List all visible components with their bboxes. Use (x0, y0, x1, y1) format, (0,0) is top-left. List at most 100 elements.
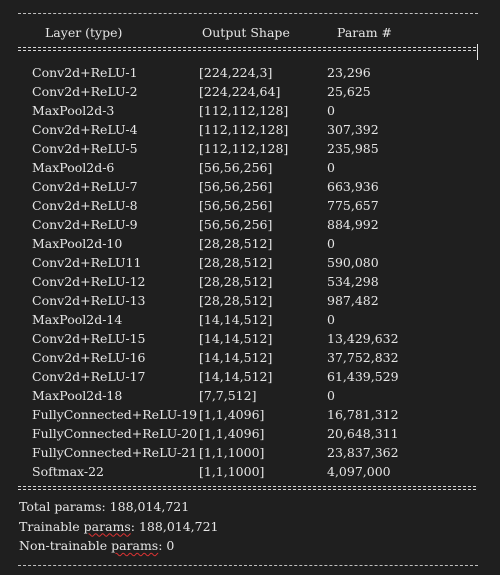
output-shape: [56,56,256] (199, 198, 273, 213)
param-count: 0 (327, 388, 335, 403)
layer-name: Conv2d+ReLU-8 (32, 198, 138, 213)
nontrainable-params-word: params (111, 538, 159, 553)
total-params-label: Total params (19, 499, 102, 514)
footer-double-rule (18, 486, 476, 490)
table-row: Conv2d+ReLU-4 [112,112,128] 307,392 (0, 120, 500, 139)
param-count: 775,657 (327, 198, 379, 213)
layer-name: Conv2d+ReLU-2 (32, 84, 138, 99)
bottom-rule (18, 565, 478, 566)
table-row: Conv2d+ReLU-8 [56,56,256] 775,657 (0, 196, 500, 215)
output-shape: [14,14,512] (199, 350, 273, 365)
output-shape: [224,224,3] (199, 65, 273, 80)
output-shape: [7,7,512] (199, 388, 257, 403)
layer-name: Conv2d+ReLU-9 (32, 217, 138, 232)
total-params-line: Total params: 188,014,721 (19, 499, 479, 519)
param-count: 235,985 (327, 141, 379, 156)
layer-name: Conv2d+ReLU-1 (32, 65, 138, 80)
param-count: 0 (327, 103, 335, 118)
trainable-params-value: : 188,014,721 (130, 518, 219, 534)
output-shape: [28,28,512] (199, 293, 273, 308)
layer-table: Conv2d+ReLU-1 [224,224,3] 23,296 Conv2d+ReL… (0, 63, 500, 481)
param-count: 663,936 (327, 179, 379, 194)
table-row: Conv2d+ReLU-17 [14,14,512] 61,439,529 (0, 367, 500, 386)
output-shape: [1,1,4096] (199, 426, 265, 441)
output-shape: [1,1,4096] (199, 407, 265, 422)
param-count: 4,097,000 (327, 464, 391, 479)
param-count: 16,781,312 (327, 407, 399, 422)
output-shape: [28,28,512] (199, 236, 273, 251)
nontrainable-params-line: Non-trainable params: 0 (19, 538, 479, 558)
layer-name: Conv2d+ReLU-4 (32, 122, 138, 137)
table-row: Conv2d+ReLU-5 [112,112,128] 235,985 (0, 139, 500, 158)
table-row: FullyConnected+ReLU-21 [1,1,1000] 23,837,3… (0, 443, 500, 462)
param-count: 307,392 (327, 122, 379, 137)
param-count: 884,992 (327, 217, 379, 232)
param-count: 61,439,529 (327, 369, 399, 384)
output-shape: [112,112,128] (199, 122, 289, 137)
layer-name: Conv2d+ReLU-17 (32, 369, 146, 384)
layer-name: MaxPool2d-10 (32, 236, 123, 251)
param-summary: Total params: 188,014,721 Trainable para… (19, 499, 479, 558)
table-row: Conv2d+ReLU-2 [224,224,64] 25,625 (0, 82, 500, 101)
layer-name: FullyConnected+ReLU-20 (32, 426, 198, 441)
table-row: MaxPool2d-14 [14,14,512] 0 (0, 310, 500, 329)
table-row: Conv2d+ReLU-1 [224,224,3] 23,296 (0, 63, 500, 82)
output-shape: [56,56,256] (199, 217, 273, 232)
output-shape: [56,56,256] (199, 179, 273, 194)
param-count: 23,837,362 (327, 445, 399, 460)
output-shape: [1,1,1000] (199, 464, 265, 479)
param-count: 0 (327, 312, 335, 327)
param-count: 0 (327, 160, 335, 175)
layer-name: Conv2d+ReLU-7 (32, 179, 138, 194)
layer-name: Conv2d+ReLU-12 (32, 274, 146, 289)
header-double-rule (18, 47, 476, 51)
table-row: Softmax-22 [1,1,1000] 4,097,000 (0, 462, 500, 481)
nontrainable-params-prefix: Non-trainable (19, 538, 112, 553)
nontrainable-params-value: : 0 (158, 538, 175, 553)
table-row: Conv2d+ReLU-9 [56,56,256] 884,992 (0, 215, 500, 234)
output-shape: [14,14,512] (199, 312, 273, 327)
param-count: 987,482 (327, 293, 379, 308)
top-rule (18, 13, 478, 14)
layer-name: FullyConnected+ReLU-19 (32, 407, 198, 422)
output-shape: [112,112,128] (199, 141, 289, 156)
param-count: 37,752,832 (327, 350, 399, 365)
layer-name: MaxPool2d-6 (32, 160, 115, 175)
param-count: 0 (327, 236, 335, 251)
header-param-count: Param # (337, 25, 393, 40)
table-row: Conv2d+ReLU-15 [14,14,512] 13,429,632 (0, 329, 500, 348)
layer-name: MaxPool2d-18 (32, 388, 123, 403)
table-row: MaxPool2d-10 [28,28,512] 0 (0, 234, 500, 253)
text-cursor (477, 44, 478, 60)
output-shape: [14,14,512] (199, 369, 273, 384)
output-shape: [56,56,256] (199, 160, 273, 175)
table-row: FullyConnected+ReLU-19 [1,1,4096] 16,781,3… (0, 405, 500, 424)
trainable-params-prefix: Trainable (19, 518, 84, 534)
layer-name: Conv2d+ReLU11 (32, 255, 142, 270)
table-row: Conv2d+ReLU-7 [56,56,256] 663,936 (0, 177, 500, 196)
trainable-params-word: params (83, 518, 131, 534)
header-output-shape: Output Shape (202, 25, 290, 40)
layer-name: MaxPool2d-3 (32, 103, 115, 118)
output-shape: [28,28,512] (199, 274, 273, 289)
param-count: 534,298 (327, 274, 379, 289)
total-params-value: : 188,014,721 (101, 499, 190, 514)
output-shape: [14,14,512] (199, 331, 273, 346)
table-row: MaxPool2d-18 [7,7,512] 0 (0, 386, 500, 405)
layer-name: Conv2d+ReLU-15 (32, 331, 146, 346)
param-count: 590,080 (327, 255, 379, 270)
table-row: MaxPool2d-6 [56,56,256] 0 (0, 158, 500, 177)
table-row: Conv2d+ReLU-16 [14,14,512] 37,752,832 (0, 348, 500, 367)
table-row: FullyConnected+ReLU-20 [1,1,4096] 20,648,3… (0, 424, 500, 443)
layer-name: Conv2d+ReLU-16 (32, 350, 146, 365)
layer-name: FullyConnected+ReLU-21 (32, 445, 198, 460)
param-count: 25,625 (327, 84, 371, 99)
layer-name: Conv2d+ReLU-13 (32, 293, 146, 308)
table-row: Conv2d+ReLU-12 [28,28,512] 534,298 (0, 272, 500, 291)
header-layer-type: Layer (type) (45, 25, 123, 40)
output-shape: [112,112,128] (199, 103, 289, 118)
output-shape: [224,224,64] (199, 84, 281, 99)
table-row: Conv2d+ReLU-13 [28,28,512] 987,482 (0, 291, 500, 310)
layer-name: Conv2d+ReLU-5 (32, 141, 138, 156)
param-count: 13,429,632 (327, 331, 399, 346)
